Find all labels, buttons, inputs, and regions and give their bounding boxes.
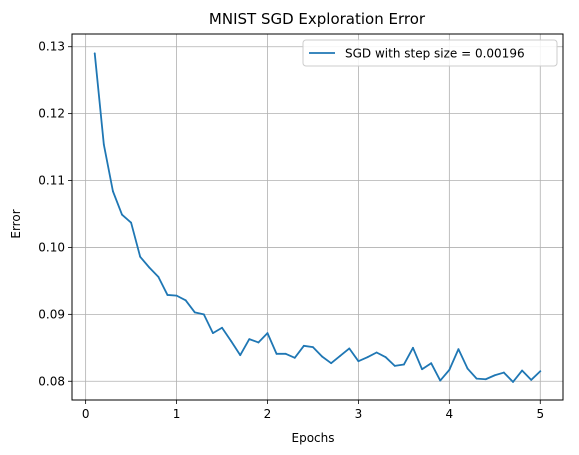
data-point — [393, 364, 396, 367]
x-tick-label: 5 — [536, 407, 544, 421]
data-point — [330, 362, 333, 365]
data-point — [166, 294, 169, 296]
data-point — [266, 332, 269, 334]
data-point — [366, 356, 369, 359]
x-tick-label: 1 — [173, 407, 181, 421]
data-point — [284, 352, 287, 355]
data-point — [321, 355, 323, 358]
data-point — [402, 363, 405, 366]
data-point — [212, 332, 214, 334]
data-point — [139, 255, 142, 258]
grid — [72, 34, 563, 400]
data-point — [302, 344, 305, 347]
data-point — [339, 354, 342, 357]
legend-label: SGD with step size = 0.00196 — [345, 47, 525, 61]
data-point — [421, 368, 423, 371]
data-point — [157, 275, 160, 278]
x-axis-label: Epochs — [292, 431, 335, 445]
plot-frame — [71, 33, 564, 401]
y-tick-label: 0.09 — [38, 307, 65, 321]
data-point — [193, 311, 196, 314]
data-point — [112, 190, 114, 193]
data-point — [384, 356, 387, 359]
chart-title: MNIST SGD Exploration Error — [209, 10, 426, 28]
data-point — [475, 377, 478, 380]
data-point — [93, 52, 96, 55]
data-point — [293, 356, 296, 359]
series-layer — [93, 52, 542, 383]
data-point — [121, 213, 123, 216]
y-axis-label: Error — [9, 209, 23, 238]
data-point — [539, 370, 542, 373]
data-point — [148, 266, 151, 269]
data-point — [375, 351, 378, 354]
data-point — [521, 369, 523, 372]
y-tick-label: 0.12 — [38, 107, 65, 121]
data-point — [275, 352, 278, 355]
data-point — [430, 362, 433, 365]
data-point — [466, 367, 469, 370]
data-point — [439, 379, 442, 382]
data-point — [412, 346, 414, 349]
data-point — [503, 371, 505, 374]
data-point — [448, 368, 451, 371]
data-point — [221, 326, 223, 329]
data-point — [248, 338, 251, 341]
data-point — [348, 347, 351, 350]
data-point — [493, 374, 496, 377]
data-point — [184, 299, 187, 302]
x-tick-label: 2 — [264, 407, 272, 421]
ticks: 0 1 2 3 4 5 0.08 0.09 0.10 0.11 0.12 0.13 — [38, 40, 544, 421]
data-point — [102, 143, 105, 146]
data-point — [357, 360, 360, 363]
series-line — [93, 52, 542, 383]
data-point — [312, 346, 314, 349]
x-tick-label: 3 — [355, 407, 363, 421]
y-tick-label: 0.08 — [38, 374, 65, 388]
data-point — [230, 340, 233, 343]
data-point — [457, 348, 460, 351]
legend: SGD with step size = 0.00196 — [302, 39, 558, 67]
data-point — [484, 378, 487, 381]
data-point — [530, 379, 533, 381]
legend-box — [302, 39, 558, 67]
data-point — [175, 294, 178, 297]
data-point — [130, 221, 133, 224]
data-point — [202, 313, 205, 316]
data-point — [512, 381, 514, 383]
x-tick-label: 4 — [446, 407, 454, 421]
data-point — [257, 341, 260, 344]
y-tick-label: 0.11 — [38, 174, 65, 188]
data-point — [239, 354, 242, 357]
x-tick-label: 0 — [82, 407, 90, 421]
y-tick-label: 0.13 — [38, 40, 65, 54]
y-tick-label: 0.10 — [38, 240, 65, 254]
